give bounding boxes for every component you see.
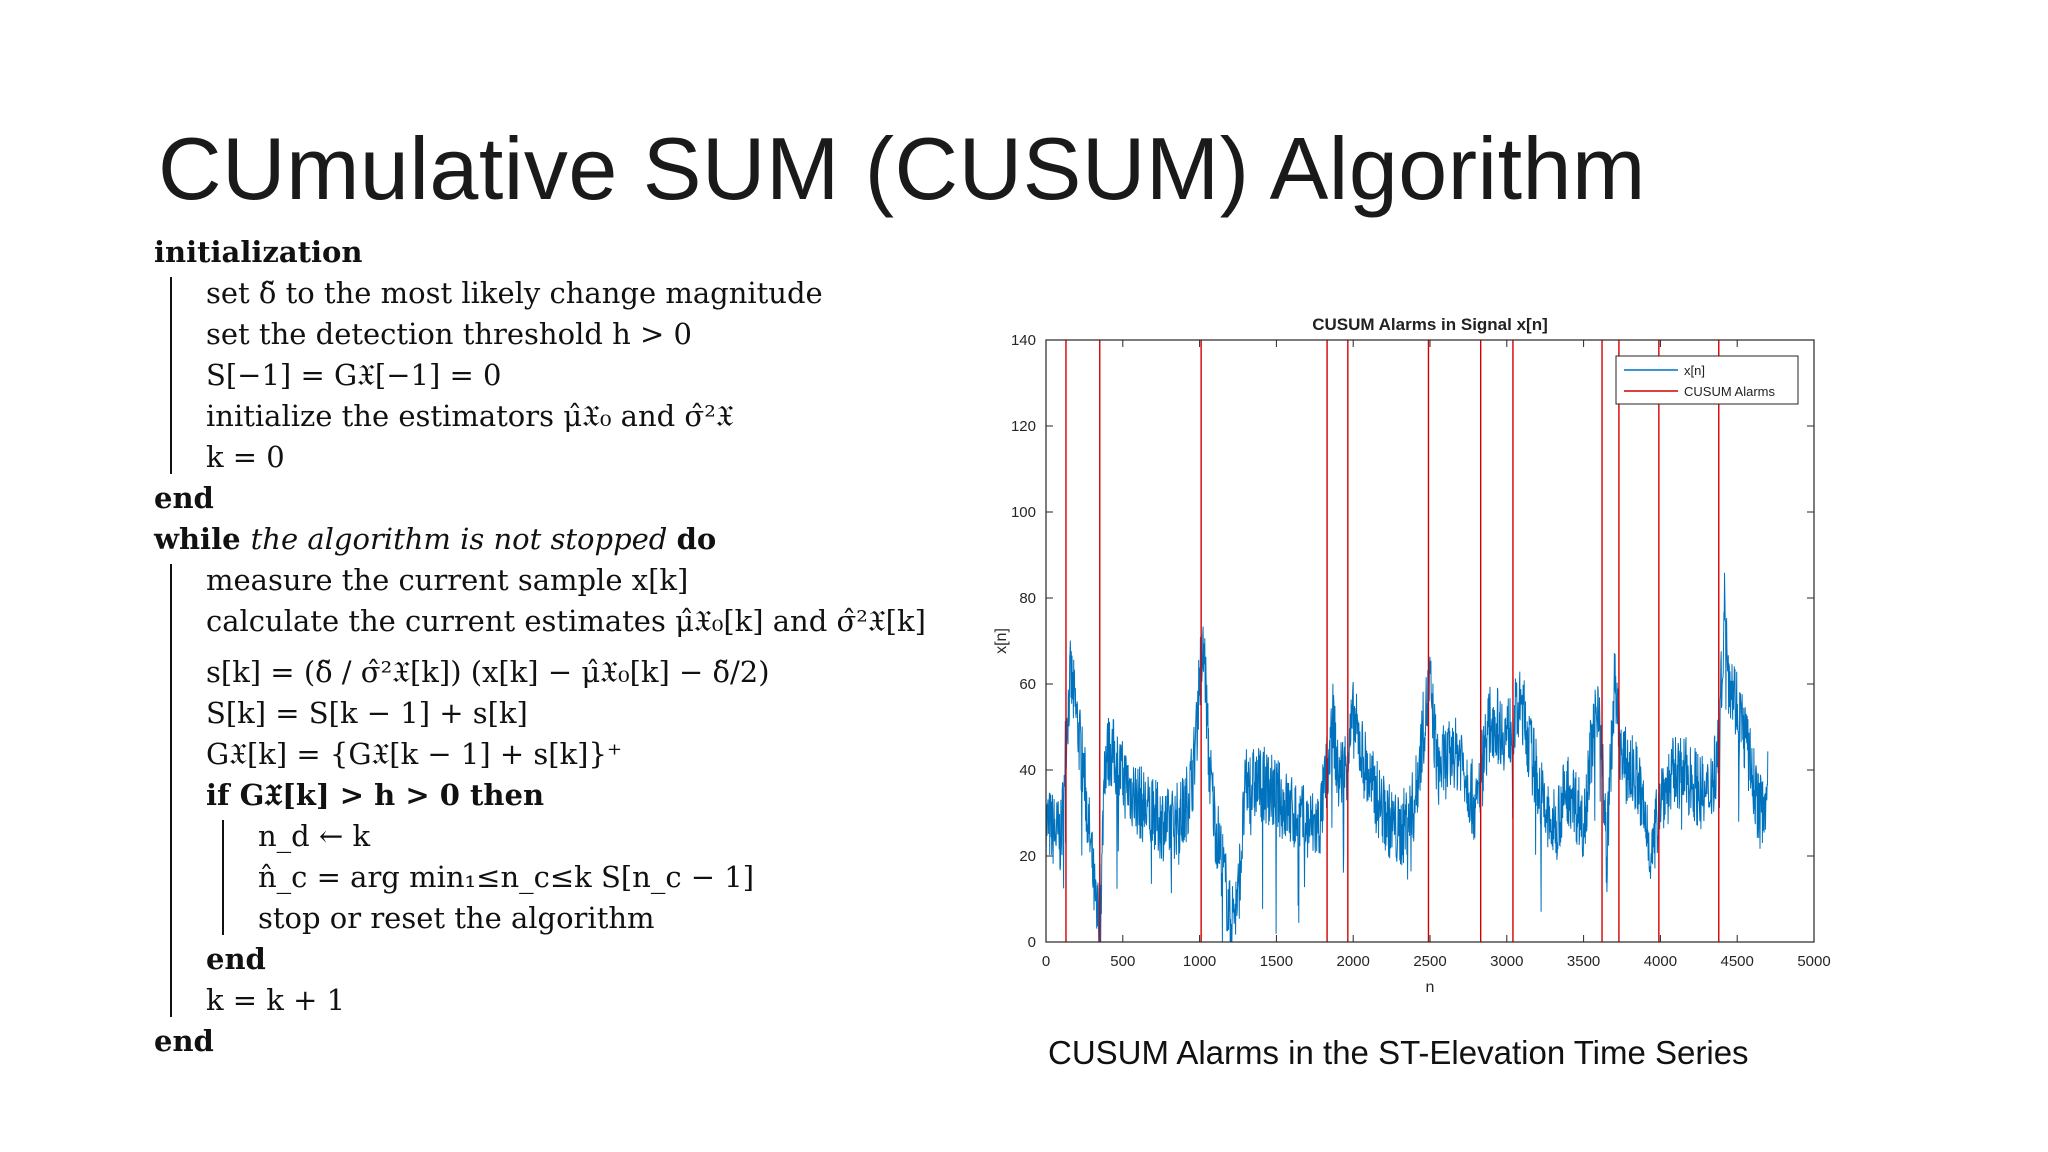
y-tick-label: 60 [1019, 676, 1036, 693]
chart-caption: CUSUM Alarms in the ST-Elevation Time Se… [1048, 1034, 1749, 1071]
init-block-bar [170, 277, 172, 474]
algorithm-line: set the detection threshold h > 0 [206, 317, 692, 351]
algorithm-line: stop or reset the algorithm [258, 901, 655, 935]
legend-label-alarms: CUSUM Alarms [1684, 384, 1776, 399]
legend-box [1615, 355, 1799, 405]
if-block-bar [222, 820, 224, 935]
x-tick-label: 1000 [1183, 953, 1216, 970]
x-tick-label: 0 [1042, 953, 1050, 970]
algorithm-line: S[−1] = G𝔛[−1] = 0 [206, 358, 502, 392]
algorithm-line: n_d ← k [258, 819, 371, 853]
y-tick-label: 0 [1028, 934, 1036, 951]
algorithm-line: s[k] = (δ̃ / σ̂²𝔛[k]) (x[k] − μ̂𝔛₀[k] − … [206, 655, 770, 689]
algorithm-line: end [154, 481, 214, 515]
x-tick-label: 4500 [1721, 953, 1754, 970]
algorithm-line: k = 0 [206, 440, 285, 474]
x-tick-label: 2500 [1413, 953, 1446, 970]
x-tick-label: 1500 [1260, 953, 1293, 970]
y-tick-label: 140 [1011, 332, 1036, 349]
y-axis-label: x[n] [993, 628, 1010, 654]
y-tick-label: 40 [1019, 762, 1036, 779]
y-tick-label: 20 [1019, 848, 1036, 865]
algorithm-line: k = k + 1 [206, 983, 346, 1017]
y-tick-label: 100 [1011, 504, 1036, 521]
x-tick-label: 2000 [1337, 953, 1370, 970]
algorithm-line: S[k] = S[k − 1] + s[k] [206, 696, 528, 730]
algorithm-line: initialization [154, 235, 363, 269]
x-tick-label: 500 [1110, 953, 1135, 970]
algorithm-line: if G𝔛[k] > h > 0 then [206, 778, 545, 812]
x-tick-label: 3500 [1567, 953, 1600, 970]
x-tick-label: 3000 [1490, 953, 1523, 970]
algorithm-line: while the algorithm is not stopped do [154, 522, 717, 556]
while-block-bar [170, 564, 172, 1017]
chart-title: CUSUM Alarms in Signal x[n] [1312, 315, 1548, 334]
algorithm-line: measure the current sample x[k] [206, 563, 689, 597]
algorithm-line: initialize the estimators μ̂𝔛₀ and σ̂²𝔛 [206, 399, 734, 433]
legend-label-signal: x[n] [1684, 363, 1705, 378]
algorithm-line: end [154, 1024, 214, 1058]
chart-svg: CUSUM Alarms in Signal x[n]0 500 1000 1500 2… [993, 315, 1831, 996]
algorithm-line: calculate the current estimates μ̂𝔛₀[k] … [206, 604, 926, 638]
y-tick-label: 80 [1019, 590, 1036, 607]
y-tick-label: 120 [1011, 418, 1036, 435]
x-tick-label: 4000 [1644, 953, 1677, 970]
slide-title: CUmulative SUM (CUSUM) Algorithm [158, 119, 1646, 218]
cusum-chart: CUSUM Alarms in Signal x[n] 0 500 1000 1500 2… [980, 308, 1840, 1008]
series-line-x-n [1046, 572, 1769, 942]
algorithm-line: end [206, 942, 266, 976]
x-tick-label: 5000 [1797, 953, 1830, 970]
algorithm-line: n̂_c = arg min₁≤n_c≤k S[n_c − 1] [258, 860, 755, 894]
algorithm-line: G𝔛[k] = {G𝔛[k − 1] + s[k]}⁺ [206, 737, 623, 771]
algorithm-line: set δ̃ to the most likely change magnitu… [206, 276, 823, 310]
x-axis-label: n [1426, 979, 1435, 996]
